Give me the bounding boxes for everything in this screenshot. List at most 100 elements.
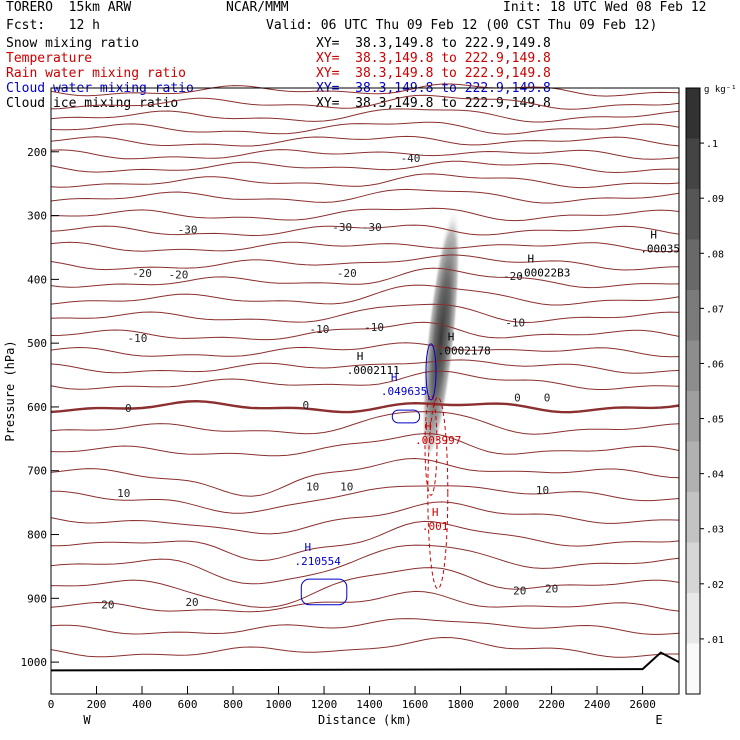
isotherm-label: -30 [178, 224, 198, 237]
colorbar-tick-label: .08 [706, 249, 724, 260]
isotherm-line [50, 359, 680, 374]
colorbar-frame [685, 87, 701, 695]
isotherm-line [50, 411, 680, 435]
org-label: NCAR/MMM [226, 0, 289, 15]
x-axis-label: Distance (km) [318, 713, 412, 727]
isotherm-label: -20 [337, 267, 357, 280]
colorbar-tick-label: .01 [706, 635, 724, 646]
x-tick-label: 2600 [629, 698, 656, 711]
isotherm-line [50, 83, 680, 97]
colorbar-tick-label: .03 [706, 525, 724, 536]
isotherm-line [50, 267, 680, 289]
isotherm-label: 0 [544, 391, 551, 404]
isotherm-line [50, 254, 680, 271]
colorbar-bin [686, 290, 700, 341]
maximum-value-label: .049635 [381, 385, 427, 398]
isotherm-line [50, 303, 680, 324]
maximum-value-label: .210554 [294, 555, 341, 568]
colorbar-bin [686, 340, 700, 391]
x-tick-label: 800 [223, 698, 243, 711]
isotherm-line [50, 370, 680, 390]
y-tick-label: 700 [27, 465, 47, 478]
x-tick-label: 0 [48, 698, 55, 711]
isotherm-label: 0 [303, 399, 310, 412]
colorbar-bin [686, 643, 700, 694]
maximum-marker: H [448, 331, 455, 344]
isotherm-label: 0 [125, 402, 132, 415]
isotherm-label: -20 [503, 270, 523, 283]
maximum-value-label: .0002178 [438, 345, 491, 358]
maximum-value-label: .00022B3 [517, 266, 570, 279]
rain-contour [424, 394, 438, 496]
snow-plume [422, 194, 462, 454]
isotherm-label: 10 [340, 481, 353, 494]
cloud-water-contour [425, 343, 437, 401]
x-tick-label: 1400 [356, 698, 383, 711]
isotherm-line [50, 567, 680, 608]
colorbar-tick-label: .06 [706, 359, 724, 370]
maximum-value-label: .00035 [640, 243, 680, 256]
isotherm-line [50, 94, 680, 110]
maximum-value-label: .001 [422, 520, 449, 533]
cloud-water-contour [391, 409, 421, 424]
x-tick-label: 1800 [447, 698, 474, 711]
isotherm-label: 10 [536, 484, 549, 497]
isotherm-label: -10 [310, 323, 330, 336]
isotherm-line [51, 520, 680, 562]
colorbar-tick-label: .02 [706, 580, 724, 591]
y-axis-label: Pressure (hPa) [3, 340, 17, 441]
isotherm-line [50, 618, 680, 635]
isotherm-line [50, 135, 680, 147]
field-name: Snow mixing ratio [6, 36, 140, 51]
isotherm-label: 20 [101, 599, 114, 612]
y-tick-label: 800 [27, 529, 47, 542]
colorbar-bin [686, 138, 700, 189]
field-name: Temperature [6, 51, 93, 66]
y-tick-label: 600 [27, 401, 47, 414]
isotherm-line [50, 108, 680, 123]
maximum-marker: H [304, 541, 311, 554]
isotherm-line [50, 501, 680, 535]
isotherm-line [51, 485, 680, 514]
valid-time: Valid: 06 UTC Thu 09 Feb 12 (00 CST Thu … [266, 18, 658, 33]
cloud-water-contour [300, 578, 348, 606]
isotherm-line [50, 457, 680, 497]
isotherm-label: -10 [505, 317, 525, 330]
isotherm-line [50, 188, 680, 204]
x-end-label-west: W [83, 713, 91, 727]
isotherm-line [50, 284, 680, 306]
terrain-line [50, 651, 680, 672]
isotherm-label: 10 [117, 487, 130, 500]
isotherm-line [50, 321, 680, 341]
isotherm-line [50, 160, 680, 174]
colorbar-tick-label: .04 [706, 470, 724, 481]
colorbar-tick-label: .05 [706, 415, 724, 426]
field-xy-range: XY= 38.3,149.8 to 222.9,149.8 [316, 36, 551, 51]
x-tick-label: 2400 [584, 698, 611, 711]
isotherm-line [50, 207, 680, 222]
field-name: Rain water mixing ratio [6, 66, 187, 81]
isotherm-label: 10 [306, 481, 319, 494]
maximum-marker: H [357, 350, 364, 363]
y-tick-label: 500 [27, 337, 47, 350]
isotherm-line [50, 149, 680, 160]
maximum-marker: H [391, 371, 398, 384]
isotherm-label: 20 [185, 596, 198, 609]
colorbar-tick-label: .07 [706, 304, 724, 315]
isotherm-line [50, 433, 680, 457]
isotherm-line [50, 636, 679, 658]
isotherm-label: -20 [132, 267, 152, 280]
x-tick-label: 600 [178, 698, 198, 711]
forecast-hour: Fcst: 12 h [6, 18, 100, 33]
x-tick-label: 2200 [538, 698, 565, 711]
maximum-value-label: .003997 [415, 434, 461, 447]
isotherm-line [50, 342, 680, 358]
colorbar-bin [686, 542, 700, 593]
isotherm-label: -10 [128, 332, 148, 345]
isotherm-line [50, 241, 680, 253]
x-tick-label: 400 [132, 698, 152, 711]
y-tick-label: 1000 [21, 656, 48, 669]
isotherm-line [50, 121, 680, 135]
x-end-label-east: E [655, 713, 662, 727]
